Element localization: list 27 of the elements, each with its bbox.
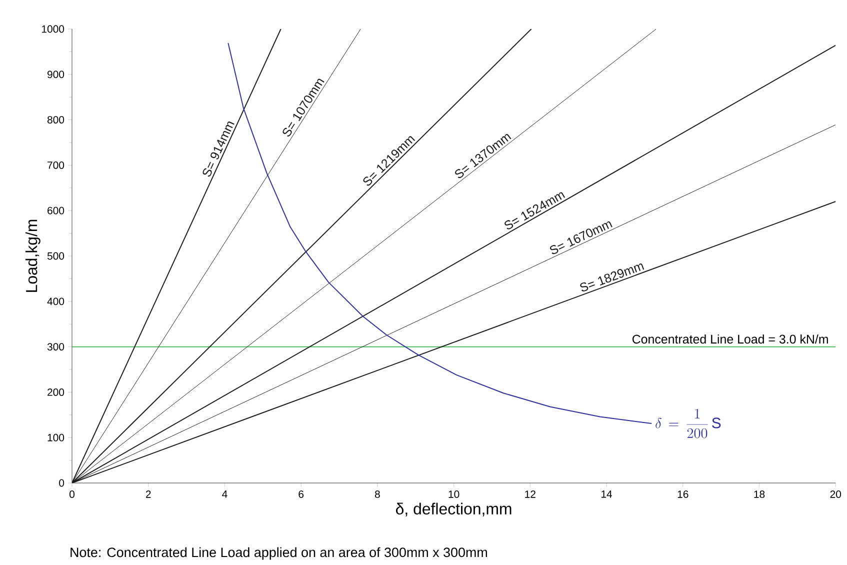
x-tick-label: 0 bbox=[69, 490, 74, 498]
y-tick-label: 200 bbox=[48, 388, 64, 396]
x-tick-label: 16 bbox=[678, 490, 688, 498]
x-axis-title: δ, deflection,mm bbox=[396, 502, 512, 516]
y-tick-label: 100 bbox=[48, 434, 64, 442]
y-tick-label: 800 bbox=[47, 116, 64, 124]
x-tick-label: 20 bbox=[830, 490, 842, 498]
x-tick-label: 8 bbox=[374, 490, 380, 498]
annotation: Concentrated Line Load = 3.0 kN/m bbox=[632, 334, 828, 344]
y-axis-title: Load,kg/m bbox=[26, 220, 40, 292]
x-tick-label: 2 bbox=[146, 490, 151, 498]
x-tick-label: 6 bbox=[298, 490, 304, 498]
y-tick-label: 700 bbox=[48, 162, 64, 169]
x-tick-label: 18 bbox=[754, 490, 765, 498]
x-tick-label: 10 bbox=[448, 490, 460, 498]
y-tick-label: 400 bbox=[47, 298, 64, 306]
y-tick-label: 300 bbox=[47, 343, 64, 351]
x-tick-label: 12 bbox=[525, 490, 536, 498]
y-tick-label: 900 bbox=[48, 70, 64, 78]
series-label: $\delta\,=\,\frac{1}{200}\,\mathrm{S}$ bbox=[656, 408, 721, 438]
y-tick-label: 0 bbox=[59, 479, 64, 487]
y-tick-label: 500 bbox=[47, 252, 64, 260]
y-tick-label: 1000 bbox=[42, 25, 64, 33]
text: Note: Concentrated Line Load applied on an area of 300mm x 300mm bbox=[70, 547, 487, 560]
x-tick-label: 4 bbox=[222, 490, 228, 498]
x-tick-label: 14 bbox=[602, 490, 612, 498]
y-tick-label: 600 bbox=[48, 206, 64, 214]
